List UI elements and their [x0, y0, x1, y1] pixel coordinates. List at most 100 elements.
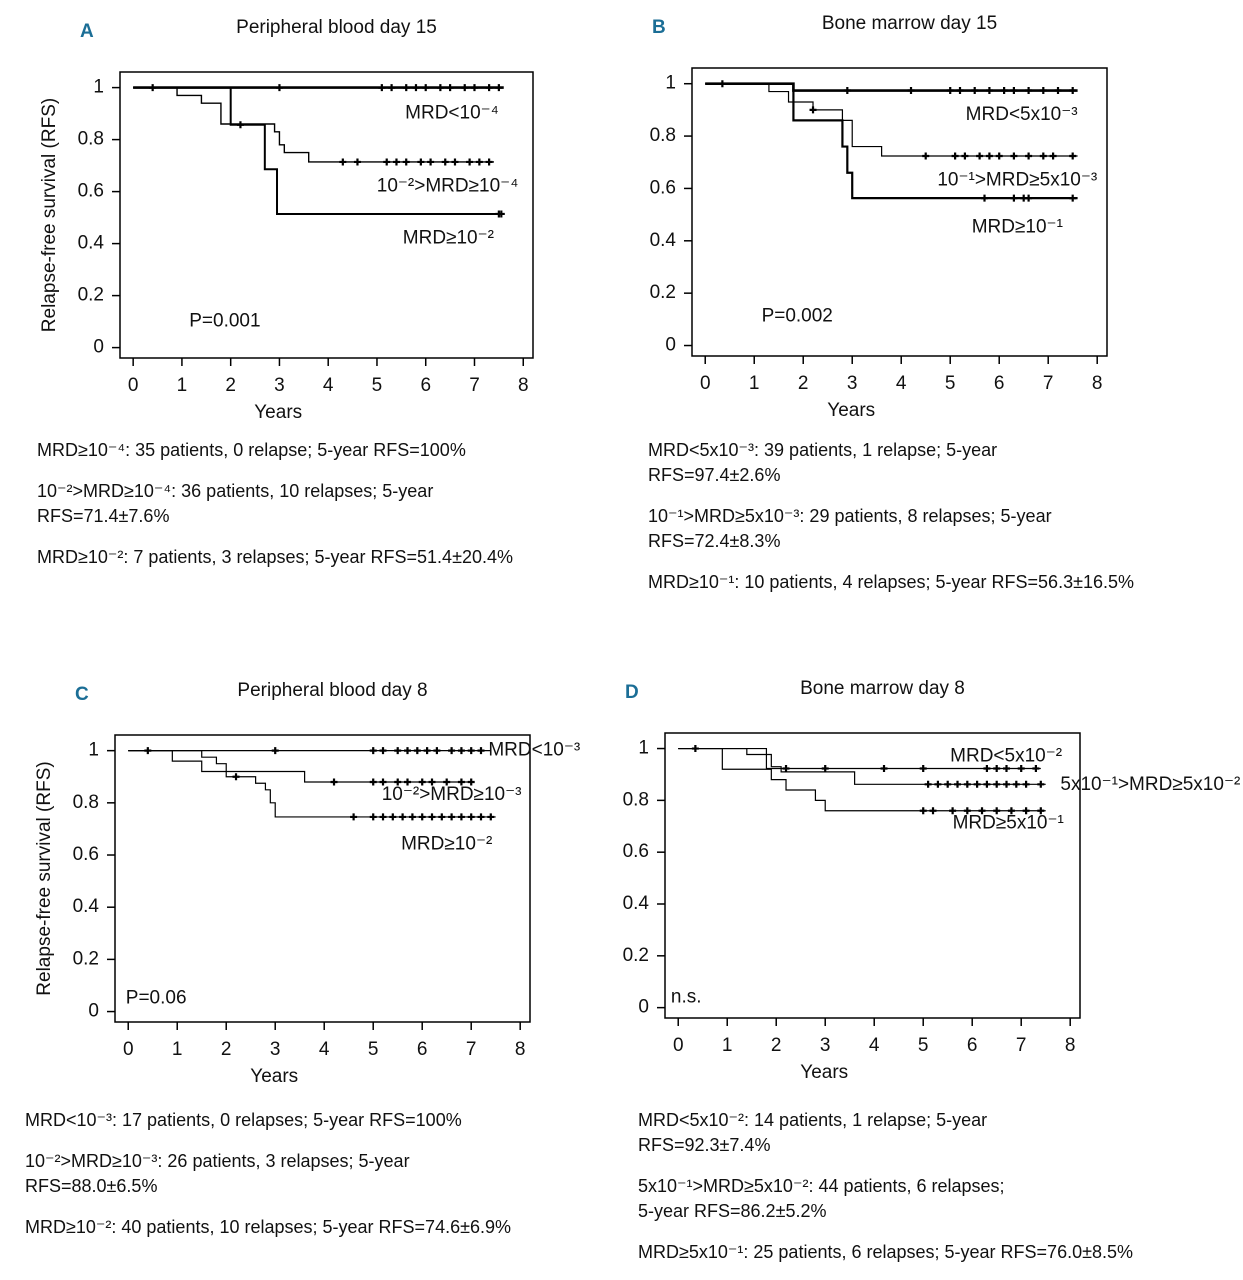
censor-mark: [919, 807, 927, 815]
y-tick-label: 0.2: [650, 282, 676, 303]
note-line: MRD<5x10⁻²: 14 patients, 1 relapse; 5-ye…: [638, 1110, 988, 1130]
plot-frame: [691, 67, 1108, 357]
censor-mark: [477, 747, 485, 755]
y-tick-label: 0.4: [623, 893, 650, 914]
x-tick-label: 2: [221, 1039, 232, 1060]
note-line: 10⁻¹>MRD≥5x10⁻³: 29 patients, 8 relapses…: [648, 506, 1052, 526]
censor-mark: [1025, 194, 1033, 202]
y-tick-label: 0.6: [73, 844, 99, 865]
censor-mark: [1069, 87, 1077, 95]
censor-mark: [448, 813, 456, 821]
censor-mark: [404, 747, 412, 755]
note: 10⁻²>MRD≥10⁻³: 26 patients, 3 relapses; …: [25, 1149, 511, 1199]
x-axis-label: Years: [827, 400, 875, 421]
x-tick-label: 1: [177, 375, 188, 396]
censor-mark: [993, 780, 1001, 788]
y-tick-label: 0.6: [650, 177, 676, 198]
note-line: 10⁻²>MRD≥10⁻⁴: 36 patients, 10 relapses;…: [37, 481, 434, 501]
censor-mark: [1054, 87, 1062, 95]
x-tick-label: 7: [1043, 373, 1054, 394]
censor-mark: [423, 747, 431, 755]
note: MRD<10⁻³: 17 patients, 0 relapses; 5-yea…: [25, 1108, 511, 1133]
panel-letter: C: [75, 684, 89, 705]
censor-mark: [1010, 87, 1018, 95]
censor-mark: [379, 747, 387, 755]
x-tick-label: 3: [270, 1039, 281, 1060]
censor-mark: [1017, 764, 1025, 772]
censor-mark: [973, 780, 981, 788]
censor-mark: [981, 194, 989, 202]
plot-frame: [664, 732, 1081, 1019]
censor-mark: [880, 764, 888, 772]
y-tick-label: 1: [93, 77, 104, 98]
note-line: RFS=88.0±6.5%: [25, 1176, 158, 1196]
censor-mark: [1039, 87, 1047, 95]
censor-mark: [369, 747, 377, 755]
censor-mark: [438, 813, 446, 821]
censor-mark: [457, 813, 465, 821]
censor-mark: [448, 747, 456, 755]
x-axis-label: Years: [250, 1066, 298, 1087]
note: MRD<5x10⁻³: 39 patients, 1 relapse; 5-ye…: [648, 438, 1134, 488]
note: MRD≥10⁻⁴: 35 patients, 0 relapse; 5-year…: [37, 438, 513, 463]
annotation: P=0.001: [189, 311, 260, 332]
x-tick-label: 0: [700, 373, 711, 394]
censor-mark: [1069, 152, 1077, 160]
x-tick-label: 1: [749, 373, 760, 394]
x-tick-label: 4: [319, 1039, 330, 1060]
censor-mark: [275, 84, 283, 92]
censor-mark: [383, 158, 391, 166]
censor-mark: [461, 84, 469, 92]
censor-mark: [427, 158, 435, 166]
censor-mark: [467, 778, 475, 786]
x-tick-label: 8: [1065, 1035, 1076, 1056]
x-tick-label: 5: [372, 375, 383, 396]
censor-mark: [963, 807, 971, 815]
x-tick-label: 0: [123, 1039, 134, 1060]
censor-mark: [1003, 780, 1011, 788]
x-tick-label: 7: [466, 1039, 477, 1060]
x-tick-label: 0: [128, 375, 139, 396]
y-tick-label: 0: [88, 1001, 99, 1022]
censor-mark: [1025, 87, 1033, 95]
note-line: MRD≥5x10⁻¹: 25 patients, 6 relapses; 5-y…: [638, 1242, 1133, 1262]
annotation: n.s.: [671, 986, 702, 1007]
censor-mark: [954, 780, 962, 788]
censor-mark: [1022, 807, 1030, 815]
y-tick-label: 0.4: [78, 233, 105, 254]
x-tick-label: 6: [994, 373, 1005, 394]
censor-mark: [907, 87, 915, 95]
censor-mark: [1010, 194, 1018, 202]
x-tick-label: 8: [518, 375, 529, 396]
censor-mark: [413, 747, 421, 755]
series-label: MRD≥10⁻¹: [972, 217, 1063, 238]
censor-mark: [379, 813, 387, 821]
censor-mark: [485, 84, 493, 92]
censor-mark: [956, 87, 964, 95]
censor-mark: [843, 87, 851, 95]
censor-mark: [809, 106, 817, 114]
survival-curve: [133, 86, 494, 163]
censor-mark: [441, 158, 449, 166]
censor-mark: [418, 778, 426, 786]
annotation: P=0.06: [126, 988, 187, 1009]
censor-mark: [350, 813, 358, 821]
note: 10⁻²>MRD≥10⁻⁴: 36 patients, 10 relapses;…: [37, 479, 513, 529]
censor-mark: [978, 807, 986, 815]
x-tick-label: 1: [172, 1039, 183, 1060]
y-tick-label: 0.8: [78, 129, 104, 150]
x-tick-label: 4: [896, 373, 907, 394]
x-tick-label: 3: [274, 375, 285, 396]
censor-mark: [934, 780, 942, 788]
censor-mark: [985, 87, 993, 95]
censor-mark: [924, 780, 932, 788]
survival-curve: [678, 747, 1046, 812]
series-label: 10⁻²>MRD≥10⁻⁴: [377, 175, 519, 196]
series-label: MRD<5x10⁻²: [950, 745, 1062, 766]
note-line: MRD≥10⁻¹: 10 patients, 4 relapses; 5-yea…: [648, 572, 1134, 592]
censor-mark: [949, 807, 957, 815]
x-tick-label: 2: [798, 373, 809, 394]
censor-mark: [457, 747, 465, 755]
censor-mark: [1049, 152, 1057, 160]
x-tick-label: 5: [945, 373, 956, 394]
